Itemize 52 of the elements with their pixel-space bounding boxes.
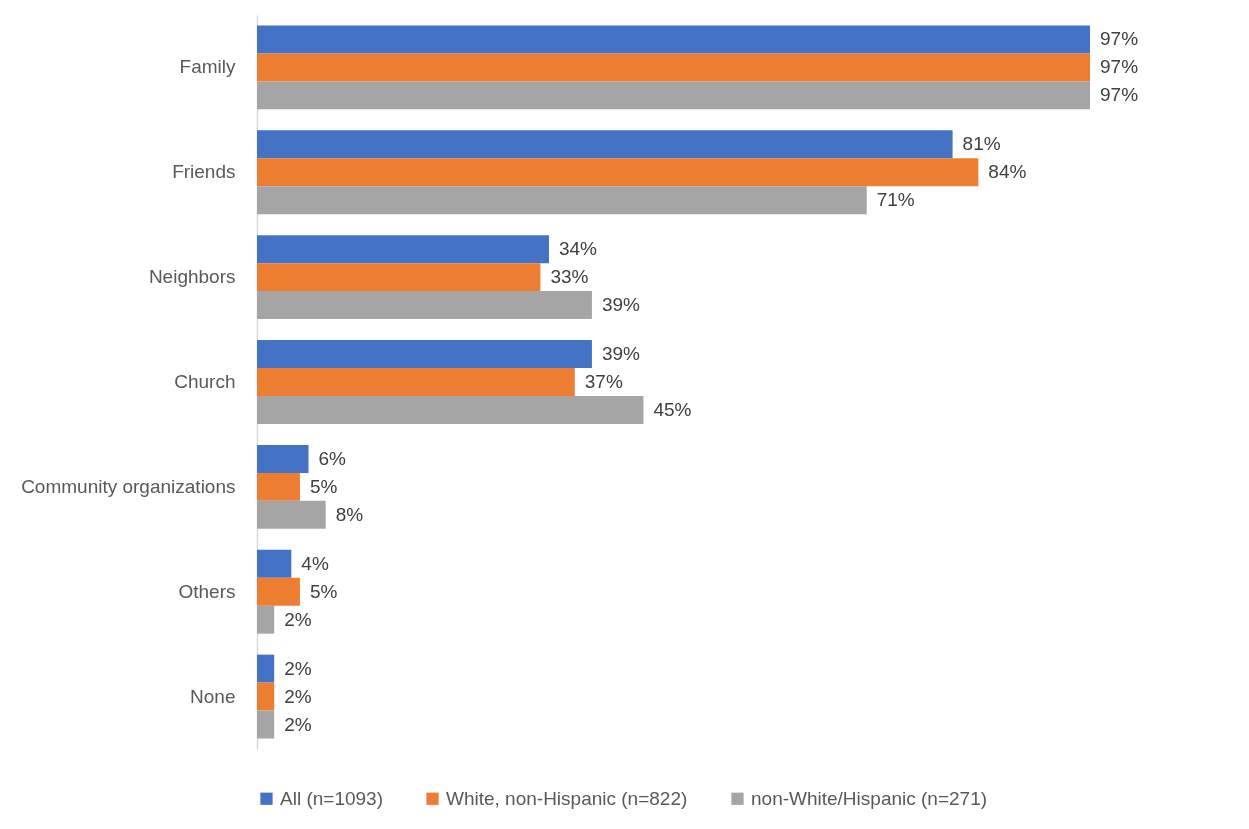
data-label: 81%	[962, 133, 1001, 155]
bar	[257, 263, 541, 292]
data-label: 71%	[876, 189, 915, 211]
legend-label: White, non-Hispanic (n=822)	[446, 787, 688, 809]
y-tick-label: Family	[179, 56, 236, 78]
bar	[257, 186, 867, 215]
data-label: 97%	[1100, 84, 1139, 106]
bar	[257, 158, 979, 187]
data-label: 34%	[558, 238, 598, 260]
data-label: 2%	[284, 608, 312, 630]
bar	[257, 395, 644, 424]
data-label: 33%	[550, 266, 589, 288]
data-label: 4%	[301, 552, 329, 574]
y-tick-label: None	[190, 685, 236, 707]
data-label: 84%	[988, 161, 1027, 183]
data-label: 97%	[1100, 28, 1139, 50]
data-label: 2%	[284, 713, 312, 735]
bar	[257, 444, 309, 473]
bar	[257, 654, 275, 683]
bar	[257, 682, 275, 711]
data-label: 45%	[653, 398, 692, 420]
data-label: 39%	[601, 294, 641, 316]
bar	[257, 605, 275, 634]
legend-label: All (n=1093)	[280, 787, 383, 809]
y-tick-label: Others	[178, 580, 236, 602]
data-label: 39%	[601, 343, 641, 365]
y-tick-label: Church	[174, 371, 236, 392]
bar	[257, 235, 549, 264]
data-label: 6%	[318, 447, 347, 469]
bar	[257, 53, 1090, 82]
y-tick-label: Neighbors	[148, 266, 236, 288]
bar	[257, 710, 275, 739]
y-tick-label: Friends	[172, 161, 236, 183]
legend-label: non-White/Hispanic (n=271)	[751, 787, 988, 809]
bar	[257, 291, 592, 320]
data-label: 37%	[584, 371, 623, 392]
bar	[257, 368, 575, 396]
data-label: 2%	[284, 685, 312, 707]
bar	[257, 577, 300, 606]
bar	[257, 81, 1090, 110]
data-label: 5%	[309, 475, 338, 497]
data-label: 8%	[335, 503, 364, 525]
bar	[257, 472, 300, 501]
bar	[257, 130, 953, 159]
bar	[257, 500, 326, 529]
bar	[257, 340, 592, 369]
data-label: 5%	[309, 580, 338, 602]
bar	[257, 25, 1090, 54]
data-label: 97%	[1100, 56, 1139, 78]
y-tick-label: Community organizations	[21, 475, 236, 497]
data-label: 2%	[284, 657, 312, 679]
bar	[257, 549, 292, 578]
